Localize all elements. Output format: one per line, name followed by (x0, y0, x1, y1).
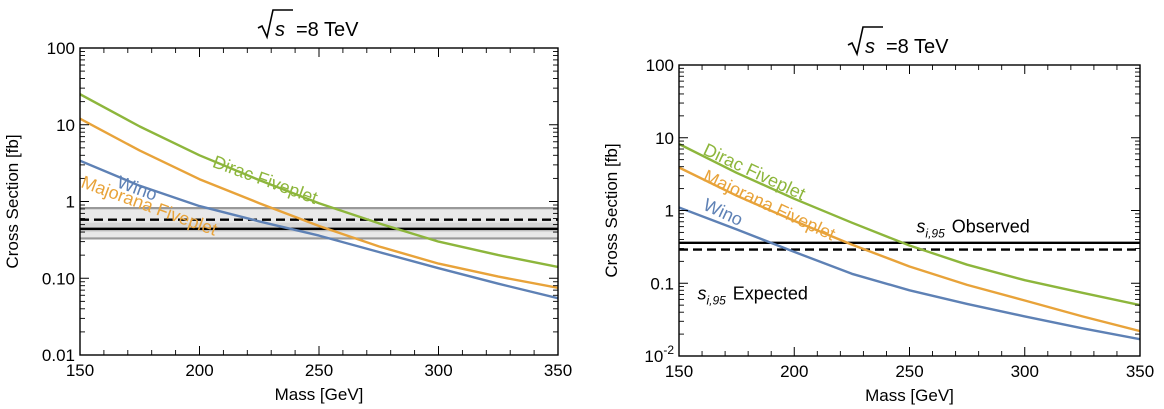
ref-label-expected: si,95 Expected (697, 283, 807, 307)
sqrt-icon (257, 9, 293, 40)
x-tick-label: 150 (665, 362, 693, 381)
y-tick-label: 0.10 (42, 269, 75, 288)
chart-title: s =8 TeV (847, 26, 949, 58)
x-tick-label: 150 (66, 361, 94, 380)
x-axis-label: Mass [GeV] (865, 386, 954, 405)
y-tick-label: 0.01 (42, 346, 75, 365)
y-tick-label: 10-2 (644, 343, 674, 366)
plot-area (80, 93, 558, 300)
series-line-wino (80, 159, 558, 300)
sqrt-icon (847, 26, 883, 57)
inner-uncertainty-band (80, 222, 558, 233)
x-tick-label: 300 (424, 361, 452, 380)
y-tick-label: 1 (665, 202, 674, 221)
x-tick-label: 250 (305, 361, 333, 380)
series-line-majorana-fiveplet (80, 117, 558, 289)
y-tick-label: 100 (47, 39, 75, 58)
title-symbol: s (865, 36, 875, 58)
chart-1: 150 200 250 300 350 0.01 0.10 1 10 100 Mass [GeV] C… (3, 9, 572, 404)
x-tick-label: 350 (544, 361, 572, 380)
x-tick-label: 200 (780, 362, 808, 381)
chart-2: 150 200 250 300 350 10-2 0.1 1 10 100 Mass [GeV] Cr… (602, 26, 1154, 405)
chart-title: s =8 TeV (257, 9, 359, 41)
y-tick-label: 10 (655, 129, 674, 148)
series-line-dirac-fiveplet (679, 142, 1140, 307)
title-text: =8 TeV (296, 19, 359, 41)
plot-area (679, 142, 1140, 341)
x-tick-label: 250 (895, 362, 923, 381)
y-tick-label: 100 (646, 56, 674, 75)
series-line-majorana-fiveplet (679, 166, 1140, 333)
y-axis-label: Cross Section [fb] (602, 143, 621, 277)
series-line-dirac-fiveplet (80, 93, 558, 269)
series-label-dirac-fiveplet: Dirac Fiveplet (210, 152, 320, 208)
y-axis-label: Cross Section [fb] (3, 134, 22, 268)
y-tick-label: 1 (66, 193, 75, 212)
series-line-wino (679, 206, 1140, 341)
x-axis-label: Mass [GeV] (275, 385, 364, 404)
title-symbol: s (275, 19, 285, 41)
x-tick-label: 300 (1011, 362, 1039, 381)
title-text: =8 TeV (886, 36, 949, 58)
x-tick-label: 200 (185, 361, 213, 380)
ref-label-observed: si,95 Observed (916, 216, 1029, 240)
y-tick-label: 10 (56, 116, 75, 135)
y-tick-label: 0.1 (650, 274, 674, 293)
x-tick-label: 350 (1126, 362, 1154, 381)
